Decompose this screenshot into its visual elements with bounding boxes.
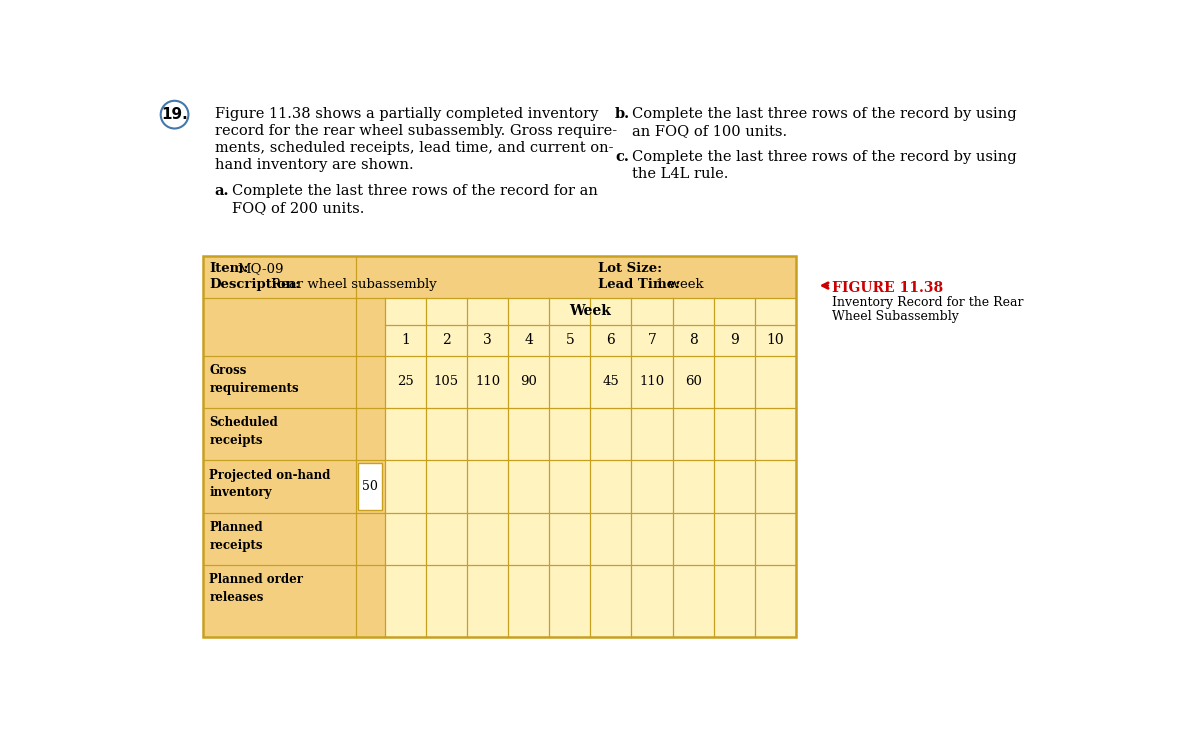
Text: the L4L rule.: the L4L rule. bbox=[632, 167, 728, 181]
Text: receipts: receipts bbox=[209, 434, 263, 447]
Bar bbox=[203, 256, 796, 637]
Text: c.: c. bbox=[616, 150, 629, 164]
Text: Complete the last three rows of the record by using: Complete the last three rows of the reco… bbox=[632, 107, 1016, 121]
Text: a.: a. bbox=[215, 184, 229, 198]
Text: Projected on-hand: Projected on-hand bbox=[209, 469, 330, 482]
Text: 105: 105 bbox=[434, 375, 460, 388]
Text: 7: 7 bbox=[648, 333, 656, 347]
Text: receipts: receipts bbox=[209, 538, 263, 552]
Text: 4: 4 bbox=[524, 333, 533, 347]
Text: 25: 25 bbox=[397, 375, 414, 388]
Text: 3: 3 bbox=[484, 333, 492, 347]
Text: 50: 50 bbox=[362, 480, 378, 493]
Text: MQ-09: MQ-09 bbox=[236, 262, 283, 274]
Text: 1 week: 1 week bbox=[656, 278, 703, 291]
Text: 6: 6 bbox=[606, 333, 616, 347]
Bar bbox=[358, 463, 383, 511]
Text: Figure 11.38 shows a partially completed inventory: Figure 11.38 shows a partially completed… bbox=[215, 107, 598, 121]
Text: Complete the last three rows of the record by using: Complete the last three rows of the reco… bbox=[632, 150, 1016, 164]
Text: 60: 60 bbox=[685, 375, 702, 388]
Text: hand inventory are shown.: hand inventory are shown. bbox=[215, 158, 413, 172]
Text: ments, scheduled receipts, lead time, and current on-: ments, scheduled receipts, lead time, an… bbox=[215, 141, 613, 154]
Text: 19.: 19. bbox=[161, 107, 188, 122]
Text: Lot Size:: Lot Size: bbox=[598, 262, 662, 274]
Text: Complete the last three rows of the record for an: Complete the last three rows of the reco… bbox=[232, 184, 598, 198]
Text: Item:: Item: bbox=[209, 262, 248, 274]
Bar bbox=[203, 256, 796, 637]
Text: Description:: Description: bbox=[209, 278, 300, 291]
Text: an FOQ of 100 units.: an FOQ of 100 units. bbox=[632, 124, 787, 138]
Text: Scheduled: Scheduled bbox=[209, 416, 278, 429]
Text: Week: Week bbox=[570, 304, 611, 318]
Text: 90: 90 bbox=[521, 375, 538, 388]
Text: FOQ of 200 units.: FOQ of 200 units. bbox=[232, 201, 364, 215]
Text: Rear wheel subassembly: Rear wheel subassembly bbox=[271, 278, 437, 291]
Text: inventory: inventory bbox=[209, 486, 271, 500]
Text: Inventory Record for the Rear: Inventory Record for the Rear bbox=[832, 296, 1024, 309]
Text: 1: 1 bbox=[401, 333, 409, 347]
Bar bbox=[385, 298, 796, 637]
Text: Planned: Planned bbox=[209, 521, 263, 534]
Text: 8: 8 bbox=[689, 333, 697, 347]
Text: FIGURE 11.38: FIGURE 11.38 bbox=[832, 281, 943, 295]
Text: Gross: Gross bbox=[209, 364, 246, 376]
Text: Lead Time:: Lead Time: bbox=[598, 278, 680, 291]
Text: 2: 2 bbox=[442, 333, 451, 347]
Text: requirements: requirements bbox=[209, 382, 299, 394]
Text: releases: releases bbox=[209, 591, 264, 604]
Text: 10: 10 bbox=[767, 333, 785, 347]
Text: 5: 5 bbox=[565, 333, 574, 347]
Text: b.: b. bbox=[616, 107, 630, 121]
Text: Wheel Subassembly: Wheel Subassembly bbox=[832, 310, 959, 323]
Text: 110: 110 bbox=[640, 375, 665, 388]
Text: Planned order: Planned order bbox=[209, 573, 304, 586]
Text: 110: 110 bbox=[475, 375, 500, 388]
Text: 9: 9 bbox=[730, 333, 739, 347]
Text: record for the rear wheel subassembly. Gross require-: record for the rear wheel subassembly. G… bbox=[215, 124, 617, 138]
Text: 45: 45 bbox=[602, 375, 619, 388]
